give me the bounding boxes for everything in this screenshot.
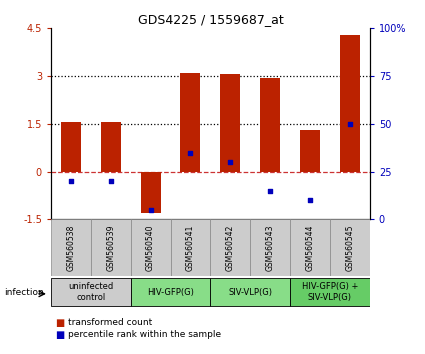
- Text: GSM560545: GSM560545: [346, 224, 354, 271]
- Bar: [290, 219, 330, 276]
- Point: [68, 178, 74, 184]
- Bar: [131, 278, 210, 306]
- Text: GSM560543: GSM560543: [266, 224, 275, 271]
- Text: uninfected
control: uninfected control: [68, 282, 113, 302]
- Bar: [340, 35, 360, 172]
- Text: GSM560544: GSM560544: [306, 224, 314, 271]
- Point: [227, 159, 234, 165]
- Text: HIV-GFP(G): HIV-GFP(G): [147, 287, 194, 297]
- Bar: [141, 172, 161, 213]
- Text: ■: ■: [55, 318, 65, 328]
- Text: infection: infection: [4, 287, 44, 297]
- Text: HIV-GFP(G) +
SIV-VLP(G): HIV-GFP(G) + SIV-VLP(G): [302, 282, 358, 302]
- Text: GSM560542: GSM560542: [226, 224, 235, 271]
- Bar: [260, 78, 280, 172]
- Text: transformed count: transformed count: [68, 318, 152, 327]
- Bar: [101, 122, 121, 172]
- Bar: [51, 278, 131, 306]
- Text: GSM560539: GSM560539: [106, 224, 115, 271]
- Bar: [91, 219, 131, 276]
- Bar: [210, 219, 250, 276]
- Bar: [181, 73, 201, 172]
- Bar: [300, 130, 320, 172]
- Point: [306, 198, 313, 203]
- Bar: [210, 278, 290, 306]
- Text: SIV-VLP(G): SIV-VLP(G): [228, 287, 272, 297]
- Bar: [330, 219, 370, 276]
- Point: [147, 207, 154, 213]
- Title: GDS4225 / 1559687_at: GDS4225 / 1559687_at: [138, 13, 283, 26]
- Bar: [51, 219, 91, 276]
- Point: [346, 121, 353, 127]
- Bar: [250, 219, 290, 276]
- Text: percentile rank within the sample: percentile rank within the sample: [68, 330, 221, 339]
- Bar: [290, 278, 370, 306]
- Point: [108, 178, 114, 184]
- Text: GSM560541: GSM560541: [186, 224, 195, 271]
- Text: GSM560540: GSM560540: [146, 224, 155, 271]
- Bar: [220, 74, 240, 172]
- Point: [187, 150, 194, 155]
- Text: ■: ■: [55, 330, 65, 339]
- Point: [267, 188, 274, 194]
- Text: GSM560538: GSM560538: [66, 224, 75, 271]
- Bar: [170, 219, 210, 276]
- Bar: [131, 219, 170, 276]
- Bar: [61, 122, 81, 172]
